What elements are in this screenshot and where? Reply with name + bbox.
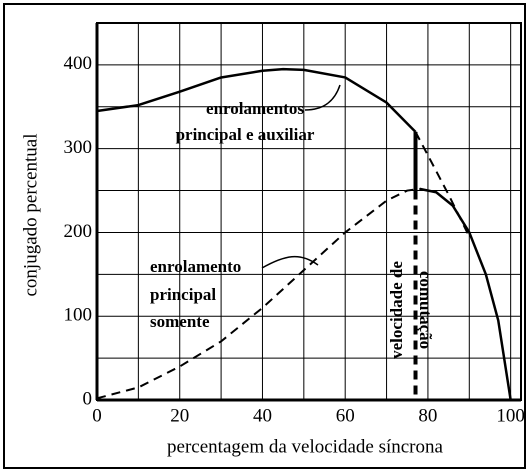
frame — [3, 3, 526, 469]
x-tick-label: 20 — [170, 405, 189, 426]
curve — [96, 67, 417, 133]
x-tick-label: 80 — [418, 405, 437, 426]
arrow — [261, 256, 319, 269]
annotation: principal e auxiliar — [176, 125, 315, 144]
annotation: enrolamento — [150, 257, 241, 276]
annotation: principal — [150, 285, 216, 304]
arrow — [304, 84, 341, 111]
x-axis-label: percentagem da velocidade síncrona — [167, 436, 443, 457]
y-tick-label: 0 — [83, 388, 93, 409]
y-tick-label: 400 — [64, 53, 93, 74]
annotation: velocidade de — [387, 261, 406, 359]
y-axis-label: conjugado percentual — [20, 133, 41, 296]
x-tick-label: 100 — [496, 405, 525, 426]
curve — [419, 187, 512, 401]
y-tick-label: 300 — [64, 137, 93, 158]
x-tick-label: 0 — [92, 405, 102, 426]
curve — [96, 187, 420, 400]
y-tick-label: 100 — [64, 305, 93, 326]
x-tick-label: 60 — [336, 405, 355, 426]
annotation: enrolamentos — [206, 99, 304, 118]
annotation: somente — [150, 312, 210, 331]
y-tick-label: 200 — [64, 221, 93, 242]
annotation: comutação — [416, 271, 435, 349]
x-tick-label: 40 — [253, 405, 272, 426]
